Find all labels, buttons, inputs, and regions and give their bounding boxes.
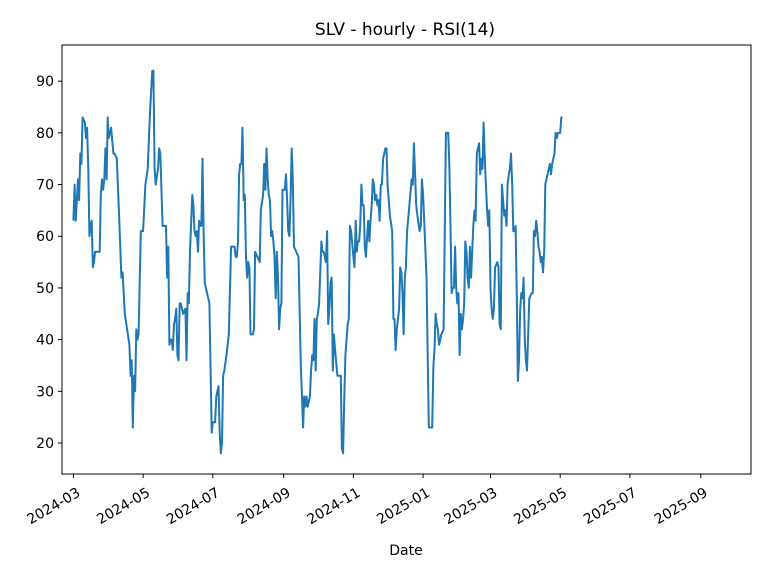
x-axis: 2024-03 2024-05 2024-07 2024-09 2024-11 2025-… <box>25 474 711 528</box>
x-tick-label: 2025-01 <box>374 485 433 528</box>
x-tick-label: 2025-07 <box>581 485 640 528</box>
x-tick-label: 2024-03 <box>25 485 84 528</box>
y-axis: 20 30 40 50 60 70 80 90 <box>36 74 62 452</box>
y-tick-label: 30 <box>36 384 54 400</box>
y-tick-label: 40 <box>36 333 54 349</box>
x-tick-label: 2025-09 <box>652 485 711 528</box>
x-tick-label: 2024-11 <box>305 485 364 528</box>
y-tick-label: 70 <box>36 178 54 194</box>
y-tick-label: 90 <box>36 74 54 90</box>
chart-title: SLV - hourly - RSI(14) <box>315 20 495 40</box>
y-tick-label: 80 <box>36 126 54 142</box>
x-tick-label: 2024-05 <box>94 485 153 528</box>
plot-area <box>61 44 752 475</box>
x-tick-label: 2025-05 <box>511 485 570 528</box>
plot-frame <box>61 44 752 475</box>
x-axis-title: Date <box>389 543 422 559</box>
y-tick-label: 50 <box>36 281 54 297</box>
y-tick-label: 60 <box>36 229 54 245</box>
x-tick-label: 2024-07 <box>164 485 223 528</box>
series-line-0 <box>72 69 563 455</box>
x-tick-label: 2025-03 <box>442 485 501 528</box>
series-group <box>72 69 563 455</box>
x-tick-label: 2024-09 <box>235 485 294 528</box>
y-tick-label: 20 <box>36 436 54 452</box>
